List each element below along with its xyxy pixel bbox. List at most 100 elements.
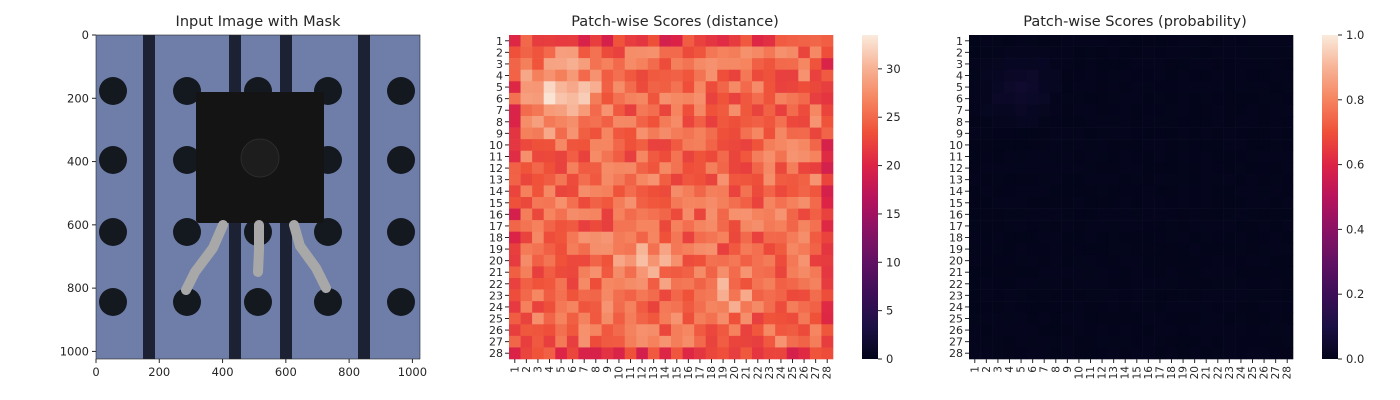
heatmap-cell — [752, 254, 764, 267]
heatmap-cell — [1131, 35, 1143, 47]
heatmap-cell — [624, 81, 637, 94]
heatmap-cell — [543, 81, 556, 94]
heatmap-cell — [1131, 69, 1143, 82]
heatmap-cell — [1235, 127, 1248, 140]
heatmap-cell — [717, 278, 730, 290]
heatmap-cell — [1246, 92, 1259, 105]
heatmap-cell — [1223, 335, 1236, 348]
heatmap-cell — [1107, 289, 1120, 302]
heatmap-cell — [1188, 266, 1201, 279]
heatmap-cell — [578, 324, 591, 337]
heatmap-cell — [1177, 127, 1190, 140]
heatmap-cell — [1003, 278, 1016, 290]
heatmap-cell — [532, 289, 545, 302]
heatmap-cell — [798, 324, 811, 337]
heatmap-cell — [1073, 92, 1086, 105]
heatmap-cell — [647, 150, 660, 163]
heatmap-cell — [1096, 254, 1109, 267]
heatmap-cell — [1281, 104, 1294, 117]
heatmap-cell — [809, 46, 822, 59]
heatmap-cell — [798, 116, 811, 128]
heatmap-cell — [705, 254, 718, 267]
heatmap-cell — [1269, 150, 1282, 163]
heatmap-cell — [786, 173, 799, 186]
heatmap-cell — [809, 116, 822, 128]
heatmap-cell — [647, 301, 660, 314]
heatmap-cell — [636, 278, 649, 290]
heatmap-col-label: 20 — [729, 366, 741, 379]
heatmap-cell — [992, 35, 1005, 47]
heatmap-cell — [613, 127, 626, 140]
heatmap-cell — [798, 69, 811, 82]
heatmap-cell — [1165, 312, 1178, 325]
heatmap-cell — [1084, 254, 1097, 267]
heatmap-cell — [555, 92, 568, 105]
heatmap-cell — [775, 81, 788, 94]
heatmap-cell — [705, 150, 718, 163]
heatmap-cell — [1154, 301, 1167, 314]
heatmap-row-label: 19 — [949, 243, 963, 256]
heatmap-cell — [752, 92, 764, 105]
heatmap-cell — [659, 231, 672, 244]
heatmap-cell — [1107, 185, 1120, 198]
heatmap-cell — [1200, 173, 1213, 186]
heatmap-cell — [705, 35, 718, 47]
heatmap-cell — [543, 266, 556, 279]
heatmap-cell — [763, 185, 776, 198]
heatmap-cell — [1246, 185, 1259, 198]
heatmap-cell — [1026, 347, 1039, 360]
heatmap-cell — [613, 69, 626, 82]
heatmap-cell — [1165, 243, 1178, 256]
heatmap-cell — [1107, 81, 1120, 94]
heatmap-cell — [705, 58, 718, 71]
heatmap-cell — [1246, 324, 1259, 337]
heatmap-cell — [590, 46, 602, 59]
heatmap-cell — [694, 35, 707, 47]
heatmap-cell — [613, 104, 626, 117]
heatmap-cell — [717, 173, 730, 186]
heatmap-cell — [1269, 81, 1282, 94]
heatmap-cell — [520, 81, 533, 94]
heatmap-cell — [1177, 208, 1190, 221]
heatmap-cell — [532, 58, 545, 71]
panel2-title: Patch-wise Scores (distance) — [571, 14, 779, 30]
heatmap-cell — [775, 173, 788, 186]
heatmap-cell — [821, 197, 834, 209]
heatmap-cell — [1212, 58, 1224, 71]
heatmap-row-label: 13 — [489, 174, 503, 187]
heatmap-cell — [613, 312, 626, 325]
heatmap-cell — [1165, 81, 1178, 94]
heatmap-cell — [520, 139, 533, 152]
heatmap-cell — [1026, 58, 1039, 71]
heatmap-cell — [659, 347, 672, 360]
heatmap-cell — [1119, 150, 1132, 163]
heatmap-cell — [1107, 335, 1120, 348]
heatmap-cell — [798, 243, 811, 256]
heatmap-cell — [671, 324, 683, 337]
heatmap-cell — [613, 278, 626, 290]
heatmap-cell — [980, 197, 993, 209]
heatmap-cell — [1177, 231, 1190, 244]
heatmap-cell — [763, 335, 776, 348]
heatmap-cell — [1107, 104, 1120, 117]
heatmap-cell — [980, 46, 993, 59]
heatmap-row-label: 26 — [949, 324, 963, 337]
heatmap-cell — [752, 127, 764, 140]
heatmap-cell — [1050, 92, 1062, 105]
heatmap-cell — [1026, 35, 1039, 47]
heatmap-cell — [1107, 58, 1120, 71]
heatmap-cell — [647, 324, 660, 337]
heatmap-cell — [821, 254, 834, 267]
heatmap-cell — [1188, 312, 1201, 325]
heatmap-cell — [590, 208, 602, 221]
heatmap-cell — [992, 150, 1005, 163]
heatmap-cell — [694, 324, 707, 337]
heatmap-cell — [543, 173, 556, 186]
heatmap-cell — [1107, 116, 1120, 128]
heatmap-cell — [1235, 35, 1248, 47]
heatmap-cell — [590, 139, 602, 152]
heatmap-cell — [647, 46, 660, 59]
heatmap-cell — [647, 92, 660, 105]
heatmap-cell — [566, 92, 579, 105]
heatmap-cell — [980, 139, 993, 152]
